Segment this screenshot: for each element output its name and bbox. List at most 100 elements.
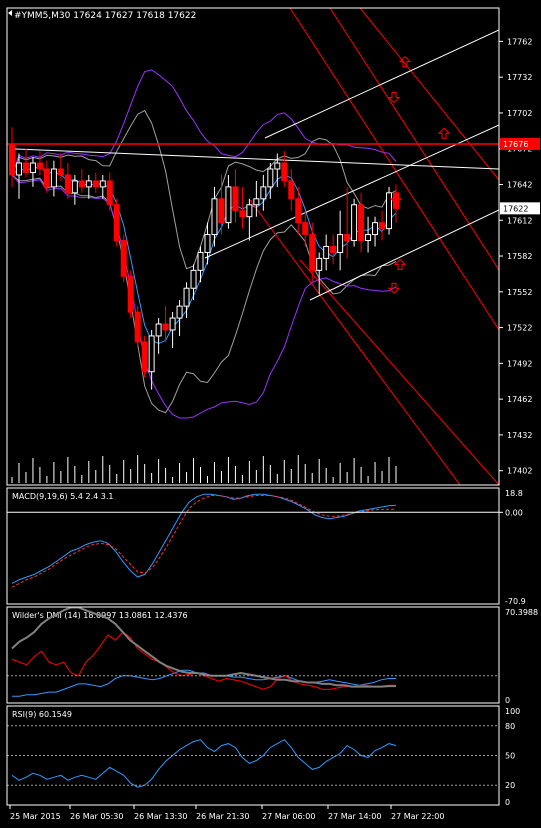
bull-candle bbox=[316, 257, 323, 271]
bear-candle bbox=[9, 144, 15, 176]
bear-candle bbox=[281, 162, 288, 182]
down-arrow-icon bbox=[387, 282, 401, 294]
bear-candle bbox=[43, 168, 50, 188]
time-axis: 25 Mar 2015 26 Mar 05:30 26 Mar 13:30 26 Ma… bbox=[9, 805, 444, 821]
bull-candle bbox=[365, 234, 372, 242]
bull-candle bbox=[337, 234, 344, 253]
bull-candle bbox=[204, 234, 211, 253]
current-price-box bbox=[500, 202, 540, 215]
main-price-panel[interactable]: #YMM5,M30 17624 17627 17618 17622 bbox=[7, 8, 499, 485]
bull-candle bbox=[148, 335, 155, 373]
price-tick-label: 17432 bbox=[507, 431, 532, 440]
bull-candle bbox=[71, 180, 78, 194]
up-arrow-icon bbox=[437, 127, 451, 139]
bear-candle bbox=[379, 222, 386, 230]
price-tick-label: 17702 bbox=[507, 109, 532, 118]
down-arrow-icon bbox=[387, 91, 401, 104]
bear-candle bbox=[57, 168, 64, 176]
macd-panel-frame bbox=[6, 487, 500, 605]
bull-candle bbox=[50, 168, 57, 188]
indicator-tick-label: 100 bbox=[505, 707, 520, 716]
bear-candle bbox=[218, 198, 225, 224]
indicator-tick-label: 0 bbox=[505, 798, 510, 807]
indicator-tick-label: -70.9 bbox=[505, 597, 526, 606]
bull-candle bbox=[225, 186, 232, 224]
bull-candle bbox=[29, 162, 36, 174]
current-price-label: 17622 bbox=[503, 204, 528, 213]
price-tick-label: 17522 bbox=[507, 324, 532, 333]
bull-candle bbox=[197, 251, 204, 271]
bear-candle bbox=[239, 210, 246, 218]
bear-candle bbox=[134, 311, 141, 343]
rsi-panel-frame bbox=[6, 705, 500, 806]
down-arrow-icon bbox=[389, 193, 403, 205]
level-price-label: 17676 bbox=[503, 140, 528, 149]
bull-candle bbox=[253, 198, 260, 206]
price-tick-label: 17642 bbox=[507, 180, 532, 189]
bull-candle bbox=[267, 168, 274, 188]
moving-average-line bbox=[11, 166, 397, 344]
bear-candle bbox=[64, 174, 71, 194]
indicator-series-line-1 bbox=[11, 495, 397, 588]
price-tick-label: 17462 bbox=[507, 395, 532, 404]
bull-candle bbox=[246, 204, 253, 218]
indicator-series-line-0 bbox=[11, 493, 397, 584]
red-channel-line-1 bbox=[329, 8, 499, 271]
indicator-tick-label: 80 bbox=[505, 722, 515, 731]
red-channel-line-0 bbox=[289, 8, 499, 331]
bear-candle bbox=[295, 198, 302, 224]
price-tick-label: 17732 bbox=[507, 73, 532, 82]
indicator-title: RSI(9) 60.1549 bbox=[12, 710, 72, 719]
bull-candle bbox=[15, 162, 22, 176]
bull-candle bbox=[351, 204, 358, 242]
bull-candle bbox=[372, 222, 379, 236]
bear-candle bbox=[393, 192, 399, 209]
chart-header: #YMM5,M30 17624 17627 17618 17622 bbox=[14, 11, 196, 21]
red-channel-line-2 bbox=[359, 8, 499, 181]
price-tick-label: 17762 bbox=[507, 37, 532, 46]
bull-candle bbox=[260, 186, 267, 200]
indicator-tick-label: 50 bbox=[505, 752, 515, 761]
bull-candle bbox=[211, 198, 218, 236]
bear-candle bbox=[120, 240, 127, 277]
price-tick-label: 17612 bbox=[507, 216, 532, 225]
level-price-box bbox=[500, 137, 540, 150]
white-trend-line bbox=[9, 148, 499, 170]
time-tick-label: 26 Mar 05:30 bbox=[70, 812, 123, 821]
bull-candle bbox=[155, 323, 162, 337]
envelope-lower-line bbox=[11, 174, 397, 419]
price-tick-label: 17492 bbox=[507, 359, 532, 368]
up-arrow-icon bbox=[393, 258, 407, 270]
bollinger-lower-line bbox=[11, 174, 397, 414]
indicator-series-line-0 bbox=[12, 669, 396, 697]
indicator-series-line-0 bbox=[11, 739, 397, 788]
white-channel-line-2 bbox=[309, 209, 499, 301]
rsi-panel[interactable]: RSI(9) 60.1549 bbox=[7, 710, 499, 788]
bull-candle bbox=[183, 287, 190, 307]
bull-candle bbox=[99, 180, 106, 188]
time-tick-label: 25 Mar 2015 bbox=[10, 812, 61, 821]
dmi-panel-frame bbox=[6, 606, 500, 704]
indicator-tick-label: 0 bbox=[505, 696, 510, 705]
bull-candle bbox=[176, 305, 183, 319]
red-channel-line-4 bbox=[249, 199, 461, 485]
indicator-title: MACD(9,19,6) 5.4 2.4 3.1 bbox=[12, 492, 113, 501]
bear-candle bbox=[36, 162, 43, 170]
price-tick-label: 17552 bbox=[507, 288, 532, 297]
bear-candle bbox=[113, 204, 120, 242]
bear-candle bbox=[288, 180, 295, 200]
bear-candle bbox=[141, 341, 148, 373]
indicator-tick-label: 18.8 bbox=[505, 489, 523, 498]
bear-candle bbox=[127, 275, 134, 313]
time-tick-label: 27 Mar 22:00 bbox=[391, 812, 444, 821]
time-tick-label: 27 Mar 06:00 bbox=[262, 812, 315, 821]
price-axis: 17402 17432 17462 17492 17522 17552 17582 17612… bbox=[6, 7, 540, 807]
outline-arrow-icon bbox=[8, 10, 12, 16]
price-tick-label: 17582 bbox=[507, 252, 532, 261]
macd-panel[interactable]: MACD(9,19,6) 5.4 2.4 3.1 bbox=[7, 492, 499, 588]
indicator-tick-label: 20 bbox=[505, 781, 515, 790]
bear-candle bbox=[92, 180, 99, 188]
